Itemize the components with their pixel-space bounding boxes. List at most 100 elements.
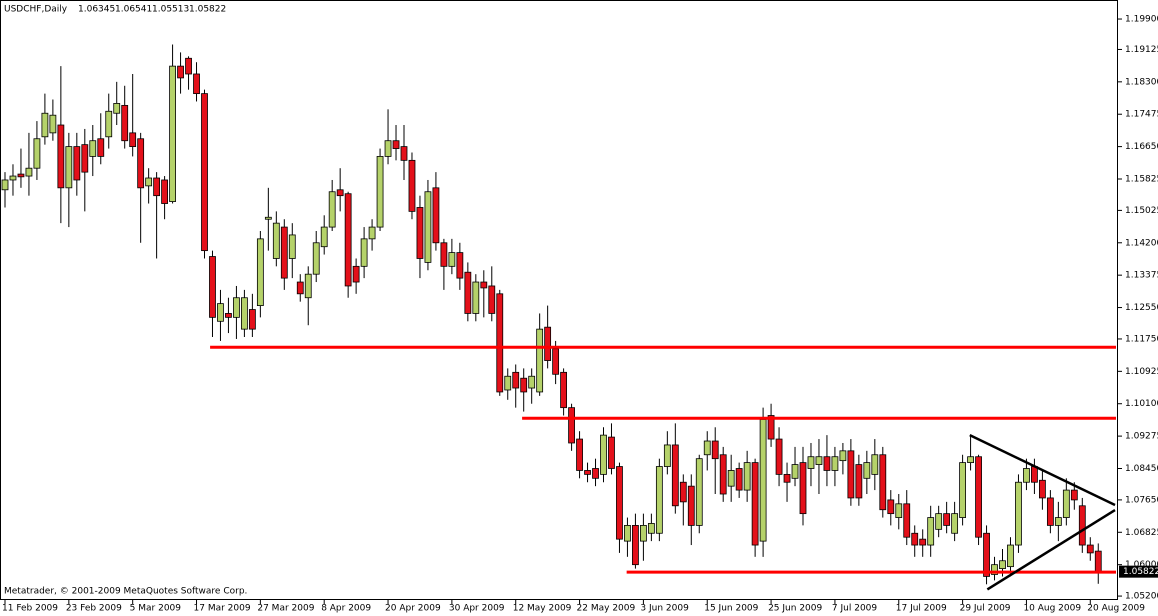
y-tick-label: 1.15825 [1125,174,1158,184]
candle-body [879,454,887,511]
candle-body [1,179,9,191]
candle-body [448,252,456,267]
candle-body [296,281,304,295]
candle-body [9,175,17,181]
candle-body [528,375,536,389]
candle-body [544,326,552,361]
candle-body [25,167,33,177]
candle-body [33,138,41,169]
y-tick-label: 1.19125 [1125,45,1158,55]
candle-body [759,419,767,542]
x-tick-label: 23 Feb 2009 [66,604,122,614]
x-tick-label: 17 Mar 2009 [194,604,251,614]
copyright: Metatrader, © 2001-2009 MetaQuotes Softw… [4,587,247,597]
candle-body [272,222,280,259]
candle-body [193,73,200,95]
candle-body [823,456,831,471]
candle-body [336,189,344,197]
x-tick-label: 11 Feb 2009 [2,604,58,614]
candle-body [1062,489,1070,518]
candle-body [424,191,432,263]
candle-body [815,456,823,465]
y-tick-label: 1.15025 [1125,206,1158,216]
candle-body [576,438,583,471]
candle-body [65,146,73,189]
candle-body [640,525,647,542]
candle-body [1031,466,1038,483]
candle-body [240,297,248,330]
y-tick-label: 1.06000 [1125,560,1158,570]
candle-body [328,191,336,228]
candle-body [105,110,113,138]
candle-body [1023,468,1030,483]
candle-body [217,303,224,322]
candle-body [855,464,863,499]
candle-body [767,415,775,440]
x-tick-label: 20 Apr 2009 [385,604,441,614]
y-tick-label: 1.16650 [1125,142,1158,152]
x-tick-label: 5 Mar 2009 [130,604,182,614]
candle-body [751,462,759,546]
y-tick-label: 1.06825 [1125,528,1158,538]
candle-body [903,503,911,538]
candle-body [440,242,448,267]
candle-body [727,470,735,487]
trend-line [969,434,1116,507]
candle-body [807,456,815,469]
candle-body [847,450,855,499]
candle-body [504,375,512,391]
candle-body [248,309,256,330]
candle-body [153,177,161,197]
candle-body [209,256,216,318]
candle-body [775,438,783,475]
candle-body [17,173,25,178]
plot-frame [0,0,1118,600]
candle-body [743,462,751,491]
candle-body [121,104,129,142]
y-tick-label: 1.08450 [1125,464,1158,474]
y-tick-label: 1.10925 [1125,367,1158,377]
y-tick-label: 1.05200 [1125,592,1158,602]
candle-body [169,65,176,202]
candle-body [943,513,951,526]
candle-body [352,265,360,283]
candle-body [304,273,312,299]
x-tick-label: 8 Apr 2009 [321,604,371,614]
candle-body [177,65,184,79]
y-tick-label: 1.12550 [1125,303,1158,313]
x-tick-label: 27 Mar 2009 [257,604,314,614]
candle-body [735,468,743,491]
x-tick-label: 10 Aug 2009 [1023,604,1081,614]
x-tick-label: 15 Jun 2009 [704,604,758,614]
y-tick-label: 1.14200 [1125,238,1158,248]
open-value: 1.06345 [78,5,115,15]
candle-body [687,485,695,526]
candle-body [456,252,464,279]
candle-body [392,140,400,149]
x-tick-label: 7 Jul 2009 [832,604,877,614]
candle-body [520,377,528,393]
x-tick-label: 17 Jul 2009 [896,604,947,614]
candle-body [839,450,847,462]
candle-body [81,144,89,173]
candle-body [360,238,368,267]
candle-body [288,234,296,259]
candle-body [560,371,567,409]
candle-body [719,454,727,495]
candle-body [113,103,121,114]
x-tick-label: 22 May 2009 [577,604,636,614]
candle-body [799,462,807,515]
candle-body [663,444,671,467]
candle-body [959,462,966,518]
candle-body [280,226,288,279]
candle-body [831,456,839,471]
candle-body [783,473,791,483]
x-tick-label: 25 Jun 2009 [768,604,822,614]
candle-body [73,146,81,181]
x-tick-label: 30 Apr 2009 [449,604,505,614]
candle-body [312,242,320,275]
candle-body [129,132,137,148]
x-tick-label: 29 Jul 2009 [960,604,1011,614]
candle-body [592,468,599,479]
candle-body [344,193,352,287]
